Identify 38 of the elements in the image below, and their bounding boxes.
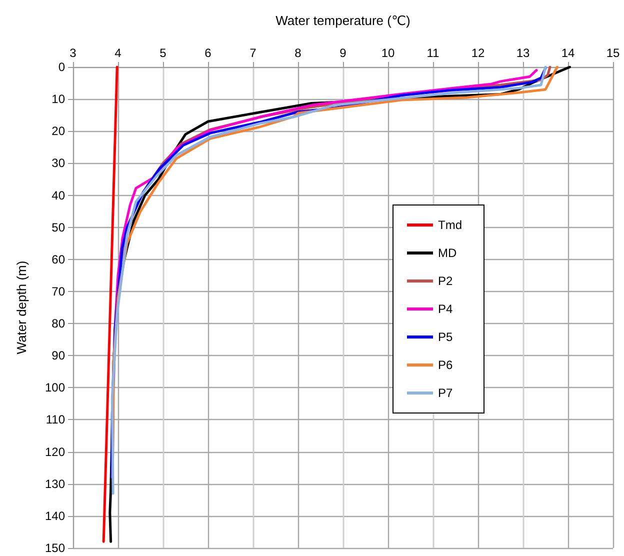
y-tick-label: 60: [52, 252, 66, 266]
x-tick-label: 4: [114, 46, 122, 60]
y-tick-label: 130: [44, 476, 66, 491]
legend-label: P2: [438, 274, 454, 288]
legend-label: P6: [438, 358, 454, 372]
y-tick-label: 0: [58, 60, 66, 74]
legend-label: Tmd: [438, 218, 462, 232]
x-tick-label: 8: [294, 46, 302, 60]
y-tick-label: 30: [52, 156, 66, 170]
x-tick-label: 3: [70, 46, 77, 60]
x-tick-label: 9: [340, 46, 347, 60]
legend-label: P4: [438, 302, 454, 316]
x-tick-label: 12: [471, 46, 485, 60]
legend-label: P7: [438, 386, 454, 400]
y-tick-label: 20: [52, 124, 66, 138]
y-tick-label: 80: [52, 316, 66, 331]
x-tick-label: 11: [426, 46, 440, 60]
y-tick-label: 70: [52, 284, 66, 298]
x-tick-label: 6: [204, 46, 212, 60]
x-tick-label: 14: [561, 46, 575, 60]
x-tick-label: 13: [516, 46, 530, 60]
x-axis-title: Water temperature (℃): [276, 13, 410, 28]
y-tick-label: 40: [52, 188, 66, 202]
x-tick-label: 7: [250, 46, 257, 60]
y-tick-label: 90: [52, 348, 66, 363]
y-tick-label: 100: [44, 380, 66, 395]
y-tick-label: 110: [46, 412, 66, 427]
y-tick-label: 120: [44, 444, 66, 459]
x-tick-label: 15: [606, 46, 620, 60]
legend-label: MD: [438, 246, 457, 260]
y-tick-label: 10: [52, 92, 66, 106]
y-tick-label: 150: [44, 541, 66, 555]
legend-label: P5: [438, 330, 454, 344]
y-tick-label: 50: [52, 220, 66, 234]
x-tick-label: 5: [160, 46, 167, 60]
x-tick-label: 10: [381, 46, 395, 60]
y-axis-title: Water depth (m): [14, 260, 29, 354]
y-tick-label: 140: [44, 508, 66, 523]
